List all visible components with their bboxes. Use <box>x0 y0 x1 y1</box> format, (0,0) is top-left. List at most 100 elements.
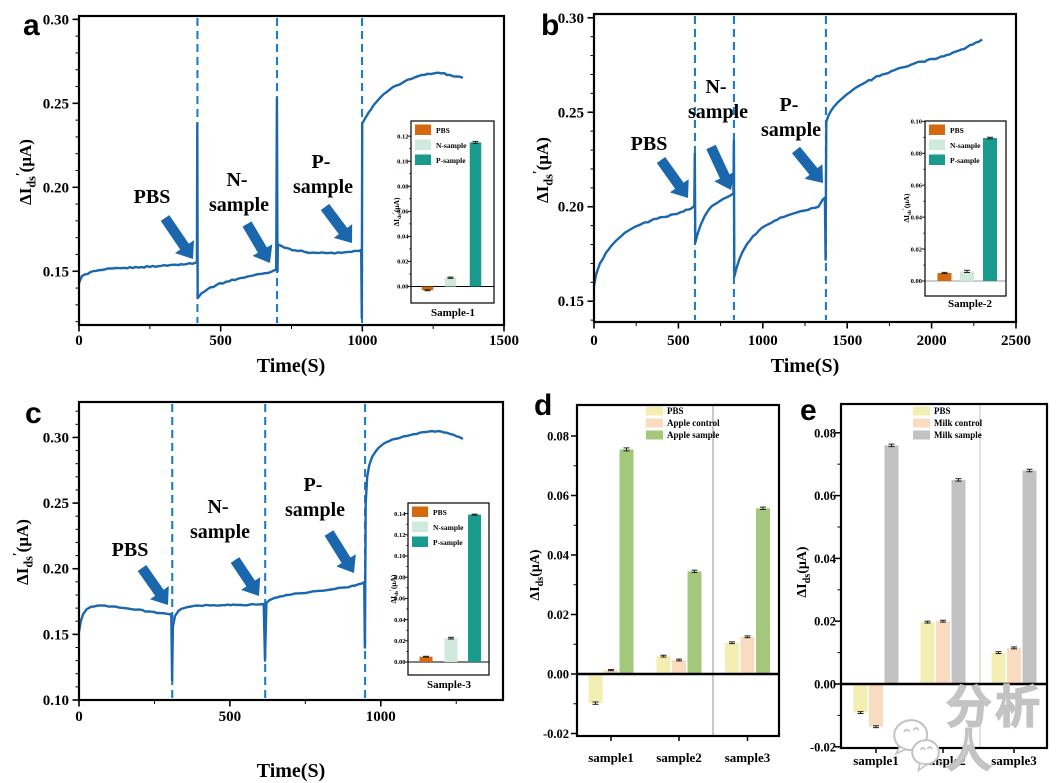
inset-bar-pbs <box>421 286 434 291</box>
inset-bar-chart: 0.00 0.02 0.04 0.06 0.08 0.10 0.12 PBS N-sample P… <box>390 114 498 322</box>
y-tick-label: 0.10 <box>43 693 69 709</box>
bar-sample3-pbs <box>725 642 739 674</box>
inset-y-tick-label: 0.04 <box>911 214 923 221</box>
inset-y-tick-label: 0.08 <box>394 574 406 581</box>
y-tick-label: 0.15 <box>43 264 69 280</box>
inset-legend-label: N-sample <box>436 141 467 150</box>
annotation-text: P- <box>304 474 323 496</box>
legend-swatch <box>913 406 930 416</box>
response-curve <box>77 429 464 682</box>
x-tick-label: 500 <box>219 709 242 725</box>
bar-sample3-pbs <box>991 652 1006 684</box>
bar-sample2-apple-control <box>672 660 686 674</box>
inset-y-tick-label: 0.00 <box>394 659 405 666</box>
bar-sample3-milk-sample <box>1022 470 1037 684</box>
inset-y-tick-label: 0.06 <box>911 182 923 189</box>
legend-label: Apple control <box>667 418 720 428</box>
y-tick-label: 0.30 <box>558 11 584 27</box>
legend-swatch <box>913 430 930 440</box>
inset-y-tick-label: 0.04 <box>394 617 406 624</box>
y-axis-label: ΔIds(μA) <box>795 546 813 597</box>
x-tick-label: 1000 <box>748 333 778 349</box>
panel-letter-b: b <box>541 9 559 42</box>
inset-y-tick-label: 0.10 <box>394 553 405 560</box>
panel-d: -0.02 0.00 0.02 0.04 0.06 0.08 sample1 sample2 s… <box>528 389 781 765</box>
bar-sample3-apple-sample <box>756 508 770 674</box>
annotation-arrow-icon <box>706 144 736 190</box>
inset-y-tick-label: 0.02 <box>911 246 922 253</box>
x-tick-label: 1000 <box>366 709 396 725</box>
inset-legend-swatch <box>929 124 945 135</box>
inset-legend-swatch <box>415 139 431 150</box>
bar-sample1-apple-sample <box>619 449 634 674</box>
inset-title: Sample-3 <box>427 679 472 691</box>
category-label: sample2 <box>920 753 966 768</box>
annotation-text: sample <box>190 521 250 543</box>
y-tick-label: 0.00 <box>547 668 569 682</box>
inset-y-tick-label: 0.02 <box>397 259 408 266</box>
legend-label: Milk sample <box>934 430 982 440</box>
inset-bar-p-sample <box>469 142 482 287</box>
inset-plot-box <box>924 120 1007 297</box>
legend-swatch <box>646 406 663 416</box>
legend-swatch <box>646 418 663 428</box>
y-axis-label: ΔIds′(μA) <box>530 137 556 203</box>
y-tick-label: 0.04 <box>814 552 837 566</box>
legend-label: Apple sample <box>667 430 719 440</box>
y-tick-label: 0.08 <box>814 426 836 440</box>
y-tick-label: 0.30 <box>43 430 69 446</box>
x-tick-label: 0 <box>590 333 598 349</box>
y-tick-label: 0.06 <box>547 489 569 503</box>
y-tick-label: 0.15 <box>43 627 69 643</box>
inset-y-tick-label: 0.04 <box>397 234 409 241</box>
inset-y-tick-label: 0.00 <box>911 278 922 285</box>
plot-box <box>839 402 1049 750</box>
plot-box <box>77 400 505 702</box>
inset-bar-n-sample <box>960 271 974 281</box>
y-tick-label: 0.30 <box>43 12 69 28</box>
category-label: sample1 <box>588 750 634 765</box>
x-axis-label: Time(S) <box>257 760 326 782</box>
x-tick-label: 500 <box>667 333 690 349</box>
x-tick-label: 2000 <box>917 333 947 349</box>
bar-sample1-milk-control <box>869 684 883 727</box>
y-axis-label: ΔIds(μA) <box>528 549 546 600</box>
inset-bar-n-sample <box>444 277 457 287</box>
inset-y-tick-label: 0.10 <box>397 158 408 165</box>
annotation-text: N- <box>226 169 247 191</box>
inset-legend-label: PBS <box>436 126 450 135</box>
y-tick-label: 0.20 <box>43 180 69 196</box>
inset-legend-label: N-sample <box>433 523 464 532</box>
bar-sample2-pbs <box>656 656 671 674</box>
inset-bar-chart: 0.00 0.02 0.04 0.06 0.08 0.10 0.12 0.14 PBS N-sam… <box>388 497 495 694</box>
inset-y-axis-label: ΔIds′(μA) <box>902 193 913 223</box>
inset-legend-swatch <box>412 506 428 517</box>
inset-legend-swatch <box>415 124 431 135</box>
inset-y-tick-label: 0.10 <box>911 119 922 126</box>
response-curve <box>592 38 983 287</box>
x-tick-label: 2500 <box>1001 333 1031 349</box>
inset-plot-box <box>407 502 490 676</box>
x-tick-label: 1500 <box>489 333 519 349</box>
annotation-text: sample <box>761 119 821 141</box>
annotation-text: sample <box>688 101 748 123</box>
legend-swatch <box>646 430 663 440</box>
bar-sample1-milk-sample <box>884 445 899 684</box>
legend-label: PBS <box>667 406 684 416</box>
inset-legend-swatch <box>929 139 945 150</box>
plot-box <box>575 403 781 738</box>
y-tick-label: 0.02 <box>814 615 836 629</box>
inset-legend-swatch <box>415 154 431 165</box>
x-tick-label: 0 <box>75 333 83 349</box>
annotation-arrow-icon <box>137 565 169 605</box>
x-tick-label: 1500 <box>832 333 862 349</box>
inset-y-tick-label: 0.14 <box>394 511 406 518</box>
y-tick-label: 0.25 <box>558 105 584 121</box>
bar-sample2-pbs <box>920 622 935 684</box>
category-label: sample3 <box>991 753 1037 768</box>
annotation-text: sample <box>293 176 353 198</box>
inset-legend-label: PBS <box>433 508 447 517</box>
inset-legend-label: P-sample <box>433 538 463 547</box>
annotation-arrow-icon <box>792 146 823 183</box>
